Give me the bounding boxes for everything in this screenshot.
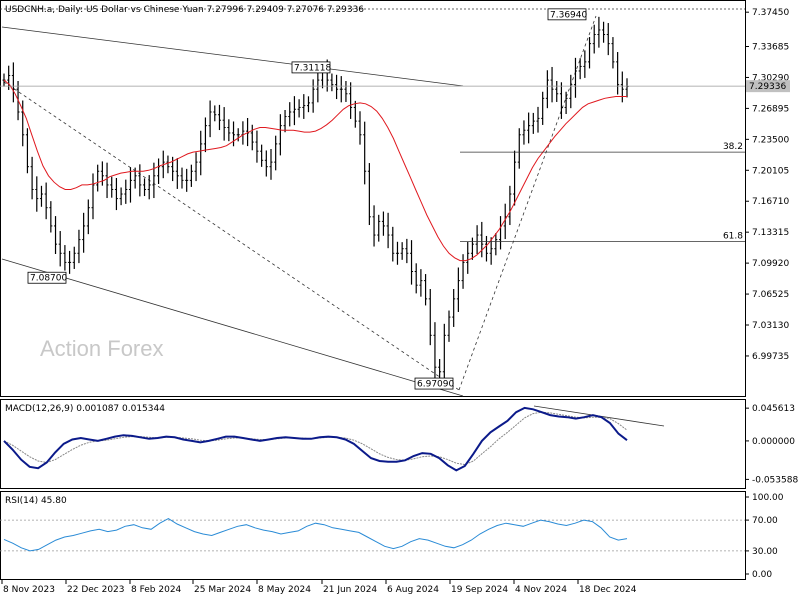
price-tick-label: 7.16710 (752, 197, 789, 207)
x-tick-label: 8 Feb 2024 (131, 585, 182, 595)
retracement-line (3, 81, 460, 391)
x-tick-label: 6 Aug 2024 (387, 585, 439, 595)
rsi-tick-label: 70.00 (752, 516, 778, 526)
macd-tick-label: -0.053588 (752, 475, 798, 485)
x-tick-label: 22 Dec 2023 (67, 585, 125, 595)
price-callout-label: 6.97090 (417, 380, 454, 390)
x-tick-label: 8 Nov 2023 (3, 585, 55, 595)
x-tick-label: 25 Mar 2024 (194, 585, 251, 595)
macd-tick-label: 0.045613 (752, 404, 795, 414)
lower-channel-line (1, 258, 464, 397)
rsi-panel-frame (0, 491, 746, 580)
price-tick-label: 7.26895 (752, 104, 789, 114)
fib-level-label: 38.2 (723, 142, 743, 152)
price-panel-frame (0, 0, 746, 397)
rsi-title: RSI(14) 45.80 (5, 496, 67, 506)
moving-average-line (3, 79, 627, 262)
price-tick-label: 7.09920 (752, 259, 789, 269)
macd-title: MACD(12,26,9) 0.001087 0.015344 (5, 404, 165, 414)
x-tick-label: 19 Sep 2024 (451, 585, 508, 595)
price-tick-label: 7.06525 (752, 290, 789, 300)
x-tick-label: 18 Dec 2024 (579, 585, 637, 595)
upper-channel-line (1, 26, 464, 87)
price-callout-box (547, 8, 587, 21)
price-tick-label: 7.37450 (752, 8, 789, 18)
rally-line (458, 15, 597, 391)
current-price-label: 7.29336 (749, 82, 786, 92)
price-tick-label: 7.20105 (752, 166, 789, 176)
price-callout-box (27, 271, 67, 284)
price-callout-box (291, 61, 331, 74)
price-tick-label: 7.23500 (752, 135, 789, 145)
price-callout-label: 7.08700 (30, 274, 67, 284)
rsi-tick-label: 30.00 (752, 547, 778, 557)
macd-main-line (3, 406, 628, 472)
macd-tick-label: 0.000000 (752, 437, 795, 447)
price-tick-label: 7.13315 (752, 228, 789, 238)
x-tick-label: 21 Jun 2024 (323, 585, 377, 595)
price-tick-label: 7.30290 (752, 73, 789, 83)
x-tick-label: 4 Nov 2024 (515, 585, 567, 595)
price-callout-label: 7.36940 (550, 10, 587, 20)
rsi-tick-label: 0.00 (752, 570, 772, 580)
macd-signal-line (3, 411, 628, 466)
x-tick-label: 8 May 2024 (258, 585, 311, 595)
macd-panel-frame (0, 399, 746, 489)
watermark: Action Forex (40, 336, 164, 361)
fib-level-label: 61.8 (723, 232, 743, 242)
price-callout-label: 7.31118 (294, 63, 331, 73)
price-tick-label: 7.33685 (752, 43, 789, 53)
trendlines (1, 15, 665, 427)
rsi-line (3, 518, 628, 552)
price-callout-box (414, 377, 454, 390)
chart-title: USDCNH.a, Daily: US Dollar vs Chinese Yu… (5, 5, 364, 15)
current-price-badge (746, 80, 790, 93)
rsi-tick-label: 100.00 (752, 493, 784, 503)
price-tick-label: 7.03130 (752, 321, 789, 331)
price-tick-label: 6.99735 (752, 352, 789, 362)
